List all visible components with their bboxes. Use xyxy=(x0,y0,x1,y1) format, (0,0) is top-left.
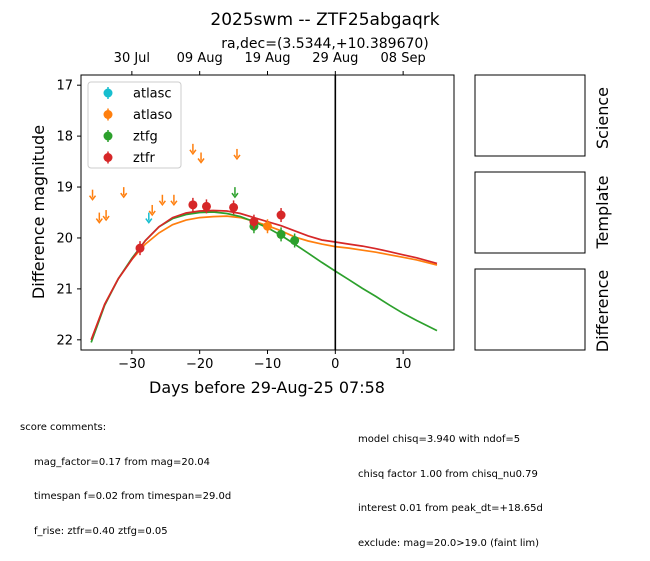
upper-limit-head xyxy=(231,192,239,199)
point-ztfr xyxy=(188,200,198,210)
y-tick-label: 21 xyxy=(56,282,73,297)
upper-limit-head xyxy=(88,195,97,201)
model-comment-line: chisq factor 1.00 from chisq_nu0.79 xyxy=(358,468,538,480)
y-tick-label: 20 xyxy=(56,231,73,246)
upper-limit-atlaso xyxy=(88,189,97,201)
upper-limit-atlaso xyxy=(233,148,241,161)
science-panel xyxy=(474,74,586,157)
score-comment-line: timespan f=0.02 from timespan=29.0d xyxy=(34,491,232,502)
model-curve-atlaso xyxy=(90,215,438,341)
x-tick-label: 0 xyxy=(331,357,339,372)
x-tick-label: 10 xyxy=(395,357,412,372)
upper-limit-atlaso xyxy=(95,212,103,224)
light-curve-figure: 2025swm -- ZTF25abgaqrk ra,dec=(3.5344,+… xyxy=(29,10,612,397)
upper-limit-atlaso xyxy=(189,143,197,156)
top-date-label: 30 Jul xyxy=(114,51,150,66)
cutout-panels: Science Template Difference xyxy=(474,74,612,352)
x-tick-label: −20 xyxy=(186,357,213,372)
x-axis-label: Days before 29-Aug-25 07:58 xyxy=(149,378,385,397)
legend: atlasc atlaso ztfg ztfr xyxy=(87,81,182,169)
upper-limit-head xyxy=(189,149,197,156)
upper-limit-atlaso xyxy=(120,187,128,199)
upper-limit-ztfg xyxy=(231,187,239,199)
legend-marker-ztfg xyxy=(103,131,113,141)
upper-limit-atlaso xyxy=(170,194,178,207)
legend-marker-atlaso xyxy=(103,110,113,119)
x-tick-label: −30 xyxy=(118,357,145,372)
legend-marker-ztfr xyxy=(103,153,113,162)
top-date-label: 19 Aug xyxy=(244,51,290,66)
point-ztfg xyxy=(276,229,286,239)
chart-subtitle: ra,dec=(3.5344,+10.389670) xyxy=(221,36,429,52)
difference-panel-label: Difference xyxy=(593,270,612,352)
upper-limit-head xyxy=(233,154,241,161)
legend-label-ztfr: ztfr xyxy=(133,151,155,166)
model-comment-line: interest 0.01 from peak_dt=+18.65d xyxy=(358,503,543,514)
model-curve-ztfr xyxy=(90,209,438,341)
upper-limit-atlasc xyxy=(145,212,153,224)
upper-limit-head xyxy=(158,200,166,207)
score-comments-left: score comments: mag_factor=0.17 from mag… xyxy=(20,399,231,549)
point-ztfr xyxy=(135,243,145,253)
legend-label-atlaso: atlaso xyxy=(133,108,172,123)
upper-limit-head xyxy=(145,218,153,224)
model-comment-line: model chisq=3.940 with ndof=5 xyxy=(358,434,521,445)
science-panel-label: Science xyxy=(593,87,612,149)
y-axis-label: Difference magnitude xyxy=(29,125,48,299)
upper-limit-head xyxy=(148,210,156,217)
plot-area xyxy=(88,75,438,350)
point-ztfr xyxy=(201,201,211,211)
top-date-label: 08 Sep xyxy=(381,51,426,66)
point-ztfr xyxy=(229,202,239,212)
legend-label-atlasc: atlasc xyxy=(133,87,172,102)
upper-limit-head xyxy=(197,158,205,164)
difference-panel xyxy=(474,268,586,351)
chart-title: 2025swm -- ZTF25abgaqrk xyxy=(210,10,439,30)
template-panel-label: Template xyxy=(593,175,612,249)
upper-limit-head xyxy=(102,215,110,222)
legend-marker-atlasc xyxy=(103,88,113,98)
legend-box xyxy=(87,81,182,169)
upper-limit-head xyxy=(120,192,128,199)
point-ztfr xyxy=(249,217,259,227)
upper-limit-atlaso xyxy=(102,210,110,222)
y-tick-label: 17 xyxy=(56,79,73,94)
score-comments-right: model chisq=3.940 with ndof=5 chisq fact… xyxy=(358,411,543,561)
upper-limit-head xyxy=(95,218,103,224)
upper-limit-atlaso xyxy=(197,152,205,164)
score-comment-line: mag_factor=0.17 from mag=20.04 xyxy=(34,456,211,468)
y-tick-label: 22 xyxy=(56,333,73,348)
model-curve-ztfg xyxy=(90,211,438,343)
x-tick-label: −10 xyxy=(254,357,281,372)
point-atlaso xyxy=(263,221,272,231)
upper-limit-atlaso xyxy=(158,194,166,207)
point-ztfg xyxy=(290,236,300,246)
top-date-label: 29 Aug xyxy=(312,51,358,66)
upper-limit-head xyxy=(170,200,178,207)
legend-label-ztfg: ztfg xyxy=(133,130,158,145)
upper-limit-atlaso xyxy=(148,204,156,217)
y-tick-label: 18 xyxy=(56,130,73,145)
template-panel xyxy=(474,171,586,254)
y-tick-label: 19 xyxy=(56,181,73,196)
score-comment-line: f_rise: ztfr=0.40 ztfg=0.05 xyxy=(34,525,168,537)
model-comment-line: exclude: mag=20.0>19.0 (faint lim) xyxy=(358,537,540,549)
point-ztfr xyxy=(276,210,286,220)
score-comments-heading: score comments: xyxy=(20,422,107,433)
top-date-label: 09 Aug xyxy=(177,51,223,66)
